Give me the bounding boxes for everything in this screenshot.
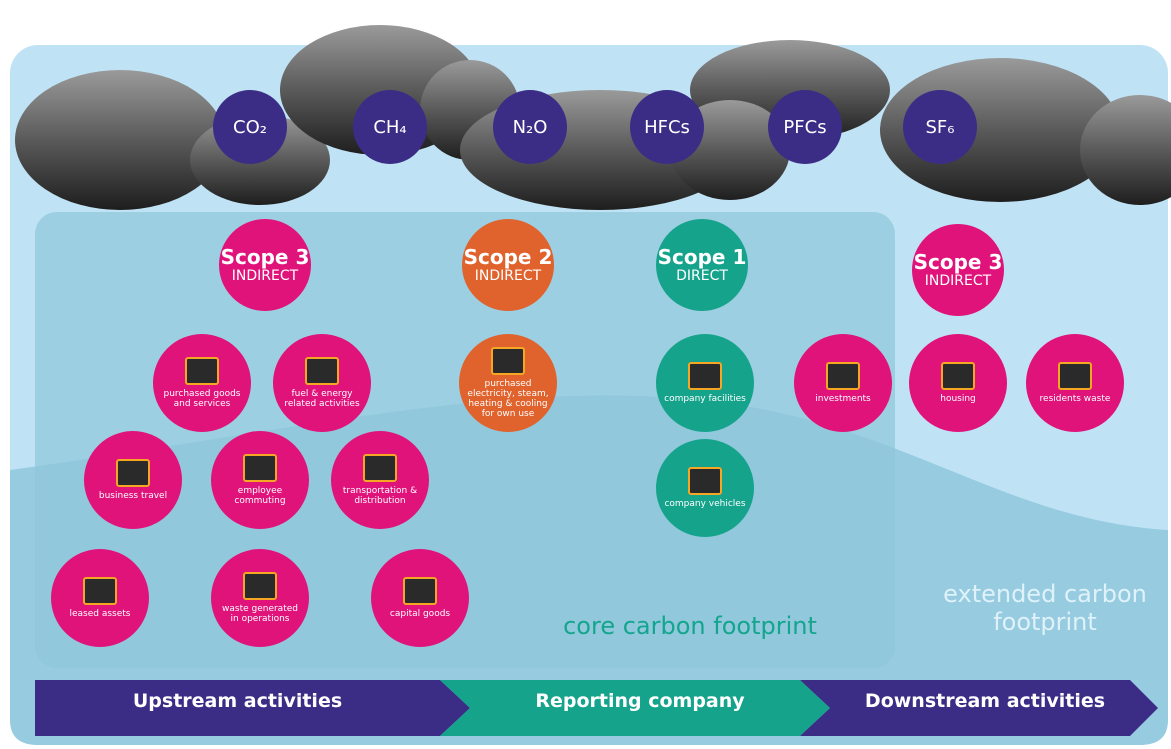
activity-label: fuel & energy related activities (273, 389, 371, 409)
activity-circle: leased assets (51, 549, 149, 647)
activity-icon (243, 454, 277, 482)
activity-icon (688, 467, 722, 495)
activity-label: waste generated in operations (211, 604, 309, 624)
gas-circle: PFCs (768, 90, 842, 164)
activity-label: transportation & distribution (331, 486, 429, 506)
activity-icon (305, 357, 339, 385)
gas-label: SF₆ (926, 117, 955, 138)
infographic: core carbon footprint extended carbon fo… (0, 0, 1171, 749)
gas-label: HFCs (644, 117, 690, 138)
scope-title: Scope 3 (221, 246, 310, 268)
activity-circle: business travel (84, 431, 182, 529)
activity-circle: transportation & distribution (331, 431, 429, 529)
activity-circle: company facilities (656, 334, 754, 432)
stage-label: Downstream activities (820, 690, 1150, 712)
extended-label: extended carbon footprint (930, 580, 1160, 636)
cloud (15, 70, 225, 210)
activity-icon (826, 362, 860, 390)
activity-circle: investments (794, 334, 892, 432)
gas-circle: CH₄ (353, 90, 427, 164)
activity-label: company facilities (658, 394, 752, 404)
activity-circle: company vehicles (656, 439, 754, 537)
gas-circle: N₂O (493, 90, 567, 164)
activity-circle: purchased goods and services (153, 334, 251, 432)
activity-circle: employee commuting (211, 431, 309, 529)
activity-icon (941, 362, 975, 390)
activity-icon (403, 577, 437, 605)
activity-circle: waste generated in operations (211, 549, 309, 647)
core-label: core carbon footprint (520, 612, 860, 640)
activity-icon (688, 362, 722, 390)
activity-icon (83, 577, 117, 605)
activity-label: residents waste (1034, 394, 1117, 404)
activity-label: investments (809, 394, 877, 404)
activity-circle: housing (909, 334, 1007, 432)
activity-label: purchased goods and services (153, 389, 251, 409)
scope-type: INDIRECT (475, 268, 541, 284)
scope-type: INDIRECT (925, 273, 991, 289)
activity-icon (116, 459, 150, 487)
gas-circle: SF₆ (903, 90, 977, 164)
activity-icon (363, 454, 397, 482)
activity-label: purchased electricity, steam, heating & … (459, 379, 557, 419)
activity-icon (1058, 362, 1092, 390)
activity-label: leased assets (63, 609, 136, 619)
stage-label: Upstream activities (35, 690, 440, 712)
gas-label: N₂O (513, 117, 548, 138)
scope-title: Scope 2 (464, 246, 553, 268)
gas-label: PFCs (783, 117, 826, 138)
activity-circle: residents waste (1026, 334, 1124, 432)
activity-circle: capital goods (371, 549, 469, 647)
gas-circle: HFCs (630, 90, 704, 164)
scope-type: DIRECT (676, 268, 728, 284)
activity-label: capital goods (384, 609, 456, 619)
scope-title: Scope 1 (658, 246, 747, 268)
activity-label: company vehicles (658, 499, 751, 509)
scope-title: Scope 3 (914, 251, 1003, 273)
activity-label: housing (934, 394, 982, 404)
activity-circle: fuel & energy related activities (273, 334, 371, 432)
activity-icon (491, 347, 525, 375)
activity-circle: purchased electricity, steam, heating & … (459, 334, 557, 432)
scope-type: INDIRECT (232, 268, 298, 284)
activity-icon (185, 357, 219, 385)
activity-icon (243, 572, 277, 600)
activity-label: business travel (93, 491, 173, 501)
gas-circle: CO₂ (213, 90, 287, 164)
gas-label: CO₂ (233, 117, 267, 138)
activity-label: employee commuting (211, 486, 309, 506)
stage-label: Reporting company (460, 690, 820, 712)
gas-label: CH₄ (373, 117, 406, 138)
